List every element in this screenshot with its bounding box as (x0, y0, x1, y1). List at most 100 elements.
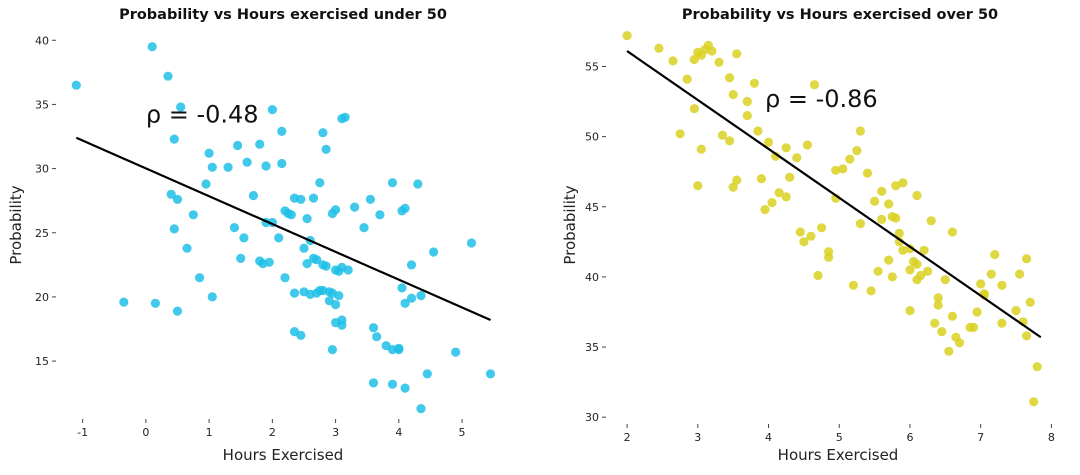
right-data-point (877, 186, 887, 196)
right-chart-title: Probability vs Hours exercised over 50 (682, 7, 998, 23)
left-data-point (327, 345, 337, 355)
right-data-point (725, 136, 735, 146)
right-data-point (813, 270, 823, 281)
right-data-point (944, 346, 954, 356)
left-data-point (397, 283, 407, 293)
right-y-tick-label: 30 (585, 411, 599, 424)
right-x-tick-label: 3 (694, 431, 701, 444)
right-data-point (771, 151, 781, 161)
right-y-tick-label: 50 (585, 131, 599, 144)
right-data-point (894, 228, 904, 238)
left-data-point (267, 105, 277, 115)
right-data-point (732, 175, 742, 185)
left-data-point (331, 300, 341, 310)
left-x-tick-label: 3 (332, 426, 339, 439)
right-data-point (905, 265, 915, 275)
left-data-point (71, 80, 81, 90)
right-data-point (891, 213, 901, 223)
right-data-point (781, 143, 791, 153)
right-data-point (937, 327, 947, 337)
left-data-point (280, 273, 290, 283)
left-data-point (429, 247, 439, 257)
left-data-point (359, 223, 369, 233)
left-data-point (176, 102, 186, 112)
right-y-axis-label: Probability (561, 185, 579, 264)
right-data-point (717, 130, 728, 140)
left-data-point (466, 238, 477, 248)
right-y-tick-label: 55 (585, 60, 599, 73)
left-data-point (172, 194, 183, 204)
right-data-point (919, 245, 929, 255)
right-data-point (792, 153, 802, 163)
right-data-point (728, 89, 738, 100)
right-data-point (965, 322, 975, 332)
left-x-tick-label: -1 (77, 426, 88, 439)
left-data-point (286, 210, 296, 220)
right-data-point (654, 43, 664, 53)
left-data-point (368, 378, 379, 388)
left-data-point (302, 259, 312, 269)
right-y-ticks: 30 35 40 45 50 55 (585, 60, 606, 424)
right-data-point (887, 272, 897, 282)
left-data-point (375, 210, 385, 220)
left-data-point (350, 202, 360, 212)
right-data-point (809, 80, 820, 90)
right-data-point (884, 199, 894, 209)
left-chart: Probability vs Hours exercised under 50 … (7, 7, 496, 464)
right-data-point (714, 57, 724, 67)
left-data-point (422, 369, 432, 379)
left-data-point (182, 243, 192, 253)
right-y-tick-label: 35 (585, 341, 599, 354)
left-data-point (201, 179, 211, 189)
left-correlation-annotation: ρ = -0.48 (146, 100, 259, 128)
right-data-point (997, 318, 1007, 328)
left-data-point (321, 261, 331, 271)
right-data-point (951, 332, 961, 342)
right-data-point (852, 146, 862, 156)
right-data-point (905, 306, 915, 316)
left-data-point (150, 298, 160, 308)
left-data-point (239, 233, 249, 243)
right-trend-line (626, 50, 1042, 339)
left-data-point (299, 243, 309, 253)
right-x-tick-label: 2 (624, 431, 631, 444)
left-data-point (400, 383, 410, 393)
right-data-point (947, 311, 958, 321)
right-data-point (873, 266, 883, 276)
right-data-point (894, 237, 904, 247)
left-data-point (277, 126, 287, 136)
right-x-ticks: 2 3 4 5 6 7 8 (624, 424, 1055, 444)
right-data-point (749, 78, 760, 88)
left-y-tick-label: 15 (35, 355, 49, 368)
left-x-tick-label: 0 (142, 426, 149, 439)
right-data-point (898, 245, 908, 255)
left-data-point (331, 318, 341, 328)
left-data-point (296, 194, 306, 204)
left-y-tick-label: 30 (35, 163, 49, 176)
right-data-point (866, 286, 876, 296)
left-y-ticks: 15 20 25 30 35 40 (35, 34, 56, 368)
left-data-point (372, 332, 382, 342)
left-x-tick-label: 5 (459, 426, 466, 439)
right-data-point (675, 129, 685, 139)
right-data-point (817, 223, 827, 233)
right-data-point (725, 73, 735, 83)
right-data-point (732, 49, 742, 59)
left-data-point (413, 179, 423, 189)
right-data-point (1025, 297, 1035, 307)
left-data-point (331, 205, 341, 215)
right-data-point (1011, 306, 1021, 316)
right-data-point (976, 279, 986, 289)
left-data-point (302, 214, 312, 224)
left-x-tick-label: 1 (206, 426, 213, 439)
right-x-tick-label: 7 (977, 431, 984, 444)
right-data-point (838, 164, 848, 174)
left-data-point (318, 128, 328, 138)
right-data-point (891, 181, 901, 191)
right-data-point (862, 168, 873, 178)
left-data-point (416, 291, 426, 301)
right-data-point (622, 30, 632, 41)
left-data-point (207, 162, 217, 172)
left-y-axis-label: Probability (7, 185, 25, 264)
